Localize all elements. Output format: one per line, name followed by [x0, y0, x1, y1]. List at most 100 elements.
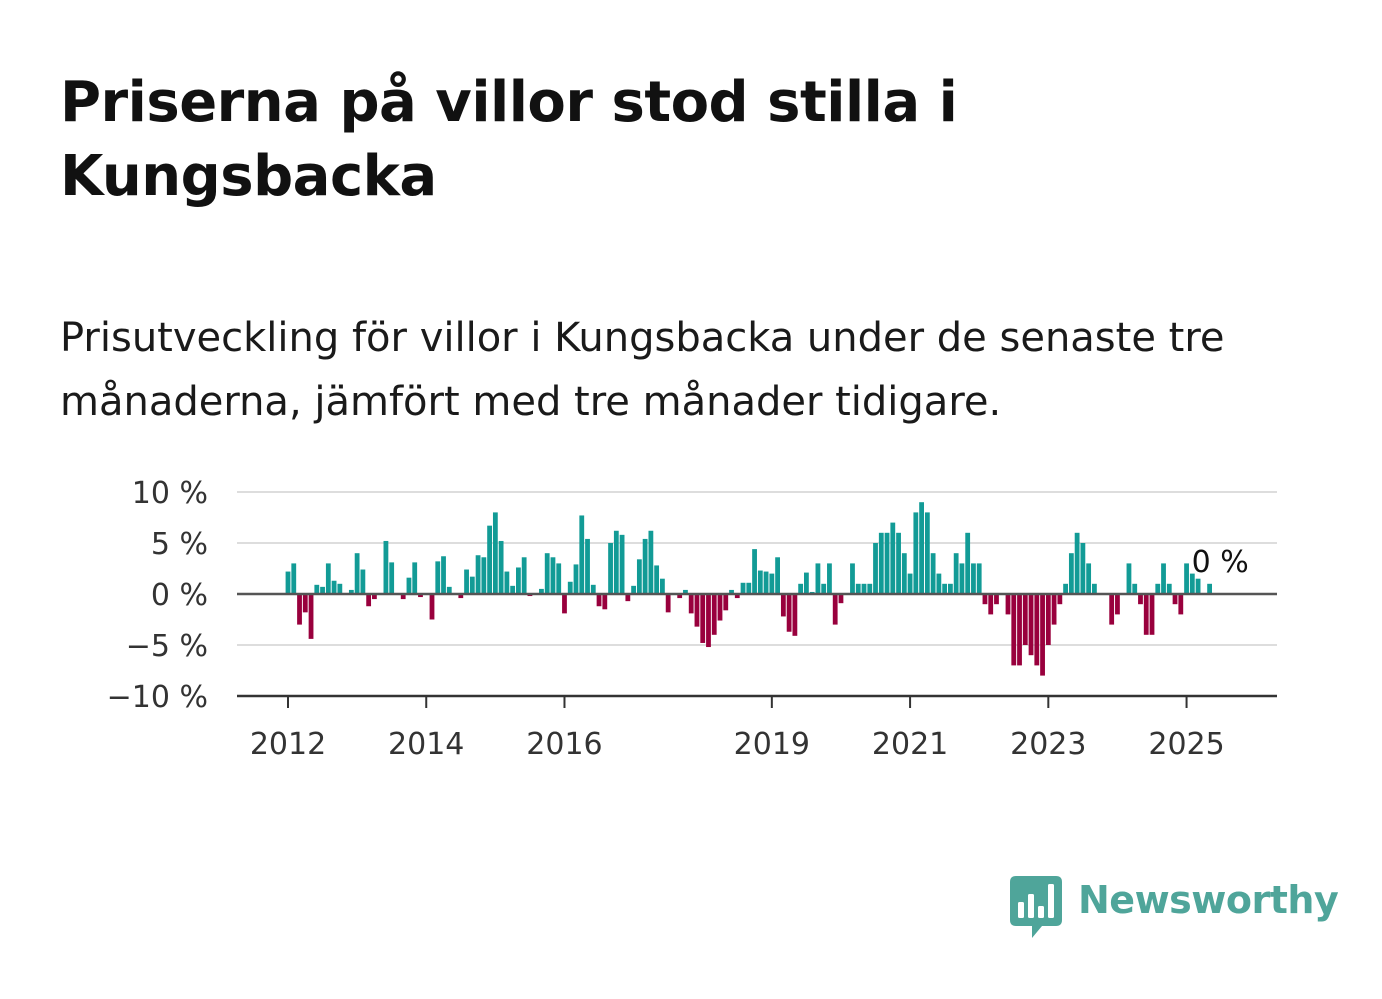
bar — [694, 594, 700, 627]
bar — [1207, 583, 1212, 594]
bar — [683, 589, 688, 594]
bar — [642, 538, 648, 594]
bar — [550, 557, 556, 594]
x-tick-label: 2023 — [1010, 727, 1086, 762]
bar — [930, 553, 936, 594]
bar — [602, 594, 608, 610]
bar — [308, 594, 314, 639]
grid-lines — [237, 491, 1277, 646]
bar — [936, 573, 942, 594]
bar — [815, 563, 821, 594]
bar — [948, 583, 953, 594]
bar — [383, 540, 389, 594]
bar — [861, 583, 867, 594]
bar — [1132, 583, 1138, 594]
bar — [804, 572, 809, 594]
bar — [291, 563, 297, 594]
bar — [919, 502, 924, 594]
bar — [850, 563, 855, 594]
bar — [585, 538, 590, 594]
bar — [654, 565, 660, 594]
bar — [475, 555, 481, 594]
brand-name: Newsworthy — [1078, 878, 1339, 922]
bar — [458, 594, 464, 599]
bar — [348, 589, 354, 594]
newsworthy-logo: Newsworthy — [1010, 876, 1339, 940]
bar — [959, 563, 965, 594]
bar — [971, 563, 976, 594]
bar — [1149, 594, 1155, 635]
bar — [556, 563, 562, 594]
bar — [878, 532, 884, 594]
bar — [631, 585, 636, 594]
bar — [1189, 573, 1195, 594]
bar — [746, 582, 752, 594]
bar — [688, 594, 694, 614]
bar — [1172, 594, 1178, 605]
bar — [481, 557, 487, 594]
bar — [372, 594, 377, 600]
bar — [832, 594, 838, 625]
y-tick-label: −10 % — [107, 680, 208, 715]
bar — [320, 586, 325, 594]
bar — [660, 578, 665, 594]
bar — [498, 540, 504, 594]
bar — [608, 543, 613, 594]
bar — [285, 571, 291, 594]
bar — [297, 594, 302, 625]
bars — [285, 502, 1212, 676]
x-axis-ticks: 2012 2014 2016 2019 2021 2023 2025 — [250, 696, 1225, 762]
bar — [798, 583, 804, 594]
bar — [700, 594, 706, 643]
bar — [965, 532, 971, 594]
bar — [867, 583, 873, 594]
bar — [406, 577, 412, 594]
bar — [360, 569, 366, 594]
bar — [1080, 543, 1086, 594]
bar — [613, 530, 619, 594]
bar — [1161, 563, 1166, 594]
bar — [677, 594, 683, 599]
bar — [429, 594, 435, 620]
bar — [331, 580, 337, 594]
bar — [1063, 583, 1068, 594]
bar — [1178, 594, 1184, 615]
bar — [418, 594, 423, 598]
bar — [884, 532, 890, 594]
bar — [504, 571, 510, 594]
newsworthy-logo-icon — [1010, 876, 1062, 938]
bar — [1086, 563, 1092, 594]
bar — [1005, 594, 1011, 615]
bar — [723, 594, 729, 611]
bar — [907, 573, 913, 594]
bar — [1138, 594, 1143, 605]
bar — [1040, 594, 1045, 676]
bar — [953, 553, 959, 594]
bar — [982, 594, 988, 605]
bar — [441, 556, 446, 594]
bar — [873, 543, 878, 594]
bar — [389, 562, 395, 594]
bar — [734, 594, 740, 599]
bar — [1092, 583, 1097, 594]
bar — [1184, 563, 1189, 594]
bar — [792, 594, 798, 636]
bar — [400, 594, 406, 600]
bar — [648, 530, 654, 594]
bar — [1017, 594, 1022, 666]
x-tick-label: 2012 — [250, 727, 326, 762]
bar — [838, 594, 844, 604]
bar — [706, 594, 711, 648]
bar — [567, 581, 573, 594]
bar — [446, 586, 452, 594]
x-tick-label: 2025 — [1148, 727, 1224, 762]
y-tick-label: 5 % — [151, 527, 208, 562]
bar — [1034, 594, 1040, 666]
x-tick-label: 2021 — [872, 727, 948, 762]
bar — [544, 553, 550, 594]
bar — [337, 583, 343, 594]
bar — [924, 512, 930, 594]
y-axis-ticks: 10 % 5 % 0 % −5 % −10 % — [107, 476, 208, 715]
bar — [302, 594, 308, 613]
axes — [237, 592, 1277, 698]
